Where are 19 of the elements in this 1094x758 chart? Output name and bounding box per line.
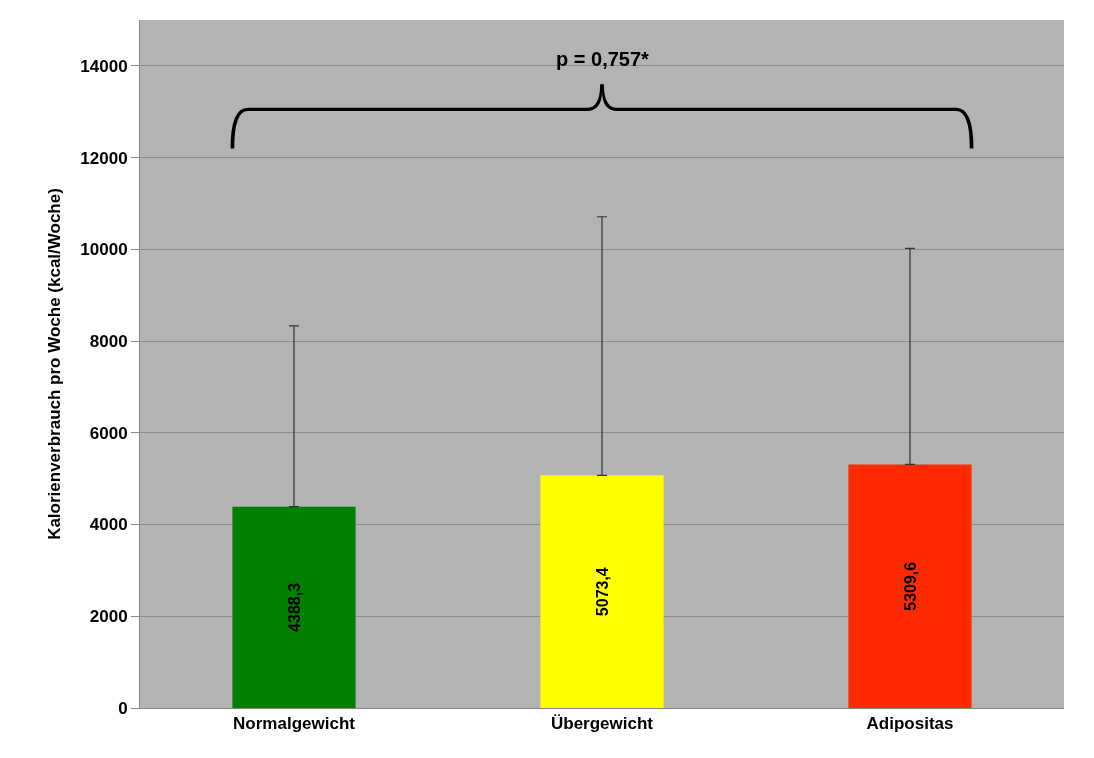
- y-tick-label: 8000: [89, 332, 128, 352]
- bar: [540, 475, 664, 708]
- x-tick-label: Adipositas: [866, 714, 954, 734]
- y-tick-label: 14000: [80, 56, 128, 76]
- bar: [232, 506, 356, 708]
- y-tick-label: 12000: [80, 148, 128, 168]
- data-label: 4388,3: [285, 582, 303, 632]
- data-label: 5309,6: [901, 561, 919, 611]
- y-axis-title: Kalorienverbrauch pro Woche (kcal/Woche): [44, 188, 64, 540]
- y-tick-label: 6000: [89, 423, 128, 443]
- y-tick-label: 2000: [89, 607, 128, 627]
- y-tick-label: 10000: [80, 240, 128, 260]
- annotation: p = 0,757*: [556, 48, 650, 70]
- x-tick-label: Übergewicht: [550, 714, 654, 734]
- y-tick-label: 4000: [89, 515, 128, 535]
- data-label: 5073,4: [593, 567, 611, 617]
- x-tick-label: Normalgewicht: [233, 714, 356, 734]
- bar: [848, 464, 972, 708]
- y-tick-label: 0: [118, 698, 128, 718]
